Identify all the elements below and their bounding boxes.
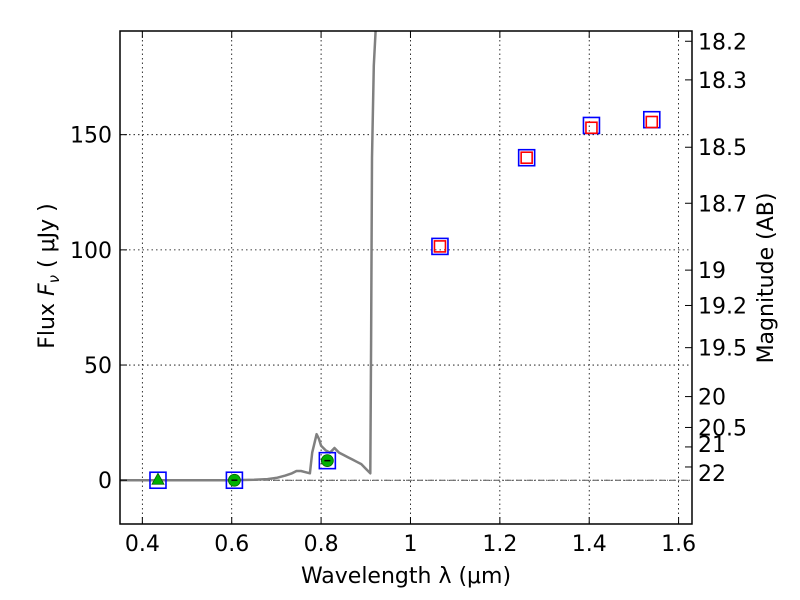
x-tick-label: 0.4	[125, 532, 160, 557]
x-tick-label: 1.2	[482, 532, 517, 557]
magnitude-tick-label: 18.2	[698, 30, 747, 55]
y-axis-label: Flux Fν ( μJy )	[35, 203, 63, 348]
x-tick-label: 0.8	[304, 532, 339, 557]
magnitude-tick-label: 18.3	[698, 69, 747, 94]
markers-layer	[149, 110, 661, 490]
x-tick-label: 1.4	[572, 532, 607, 557]
magnitude-axis-label: Magnitude (AB)	[754, 193, 779, 364]
x-tick-label: 1.6	[661, 532, 696, 557]
magnitude-tick-label: 19.5	[698, 337, 747, 362]
tick-labels: 0.4 0.6 0.8 1 1.2 1.4 1.6 0 50 100 150 18.2 18.3 18.5…	[70, 30, 747, 557]
magnitude-tick-label: 19	[698, 259, 726, 284]
magnitude-tick-label: 18.7	[698, 192, 747, 217]
observed-photometry-marker	[318, 451, 337, 470]
magnitude-tick-label: 20.5	[698, 416, 747, 441]
x-axis-label: Wavelength λ (μm)	[301, 564, 511, 589]
x-tick-label: 1	[403, 532, 417, 557]
y-tick-label: 50	[84, 354, 112, 379]
observed-photometry-marker	[225, 471, 244, 490]
x-tick-label: 0.6	[214, 532, 249, 557]
observed-photometry-marker	[149, 471, 167, 490]
y-axis-label-suffix: ( μJy )	[35, 203, 60, 275]
magnitude-tick-label: 22	[698, 462, 726, 487]
y-axis-label-subscript: ν	[45, 275, 63, 283]
magnitude-tick-label: 21	[698, 433, 726, 458]
y-tick-label: 0	[98, 469, 112, 494]
magnitude-tick-label: 20	[698, 386, 726, 411]
y-axis-label-prefix: Flux	[35, 296, 60, 349]
y-tick-label: 150	[70, 124, 112, 149]
model-photometry-marker	[585, 121, 598, 135]
upper-limit-marker	[151, 472, 165, 485]
observed-photometry-marker	[517, 148, 536, 167]
y-axis-label-symbol: F	[35, 283, 60, 296]
model-photometry-marker	[645, 115, 659, 129]
magnitude-tick-label: 18.5	[698, 136, 747, 161]
magnitude-tick-label: 19.2	[698, 294, 747, 319]
plot-frame	[119, 30, 693, 525]
y-tick-label: 100	[70, 239, 112, 264]
ticks	[120, 31, 692, 524]
spectrum-layer	[120, 31, 377, 482]
model-photometry-marker	[520, 151, 533, 165]
model-photometry-marker	[433, 240, 447, 253]
observed-photometry-marker	[431, 237, 449, 256]
spectrum-line	[120, 31, 377, 482]
